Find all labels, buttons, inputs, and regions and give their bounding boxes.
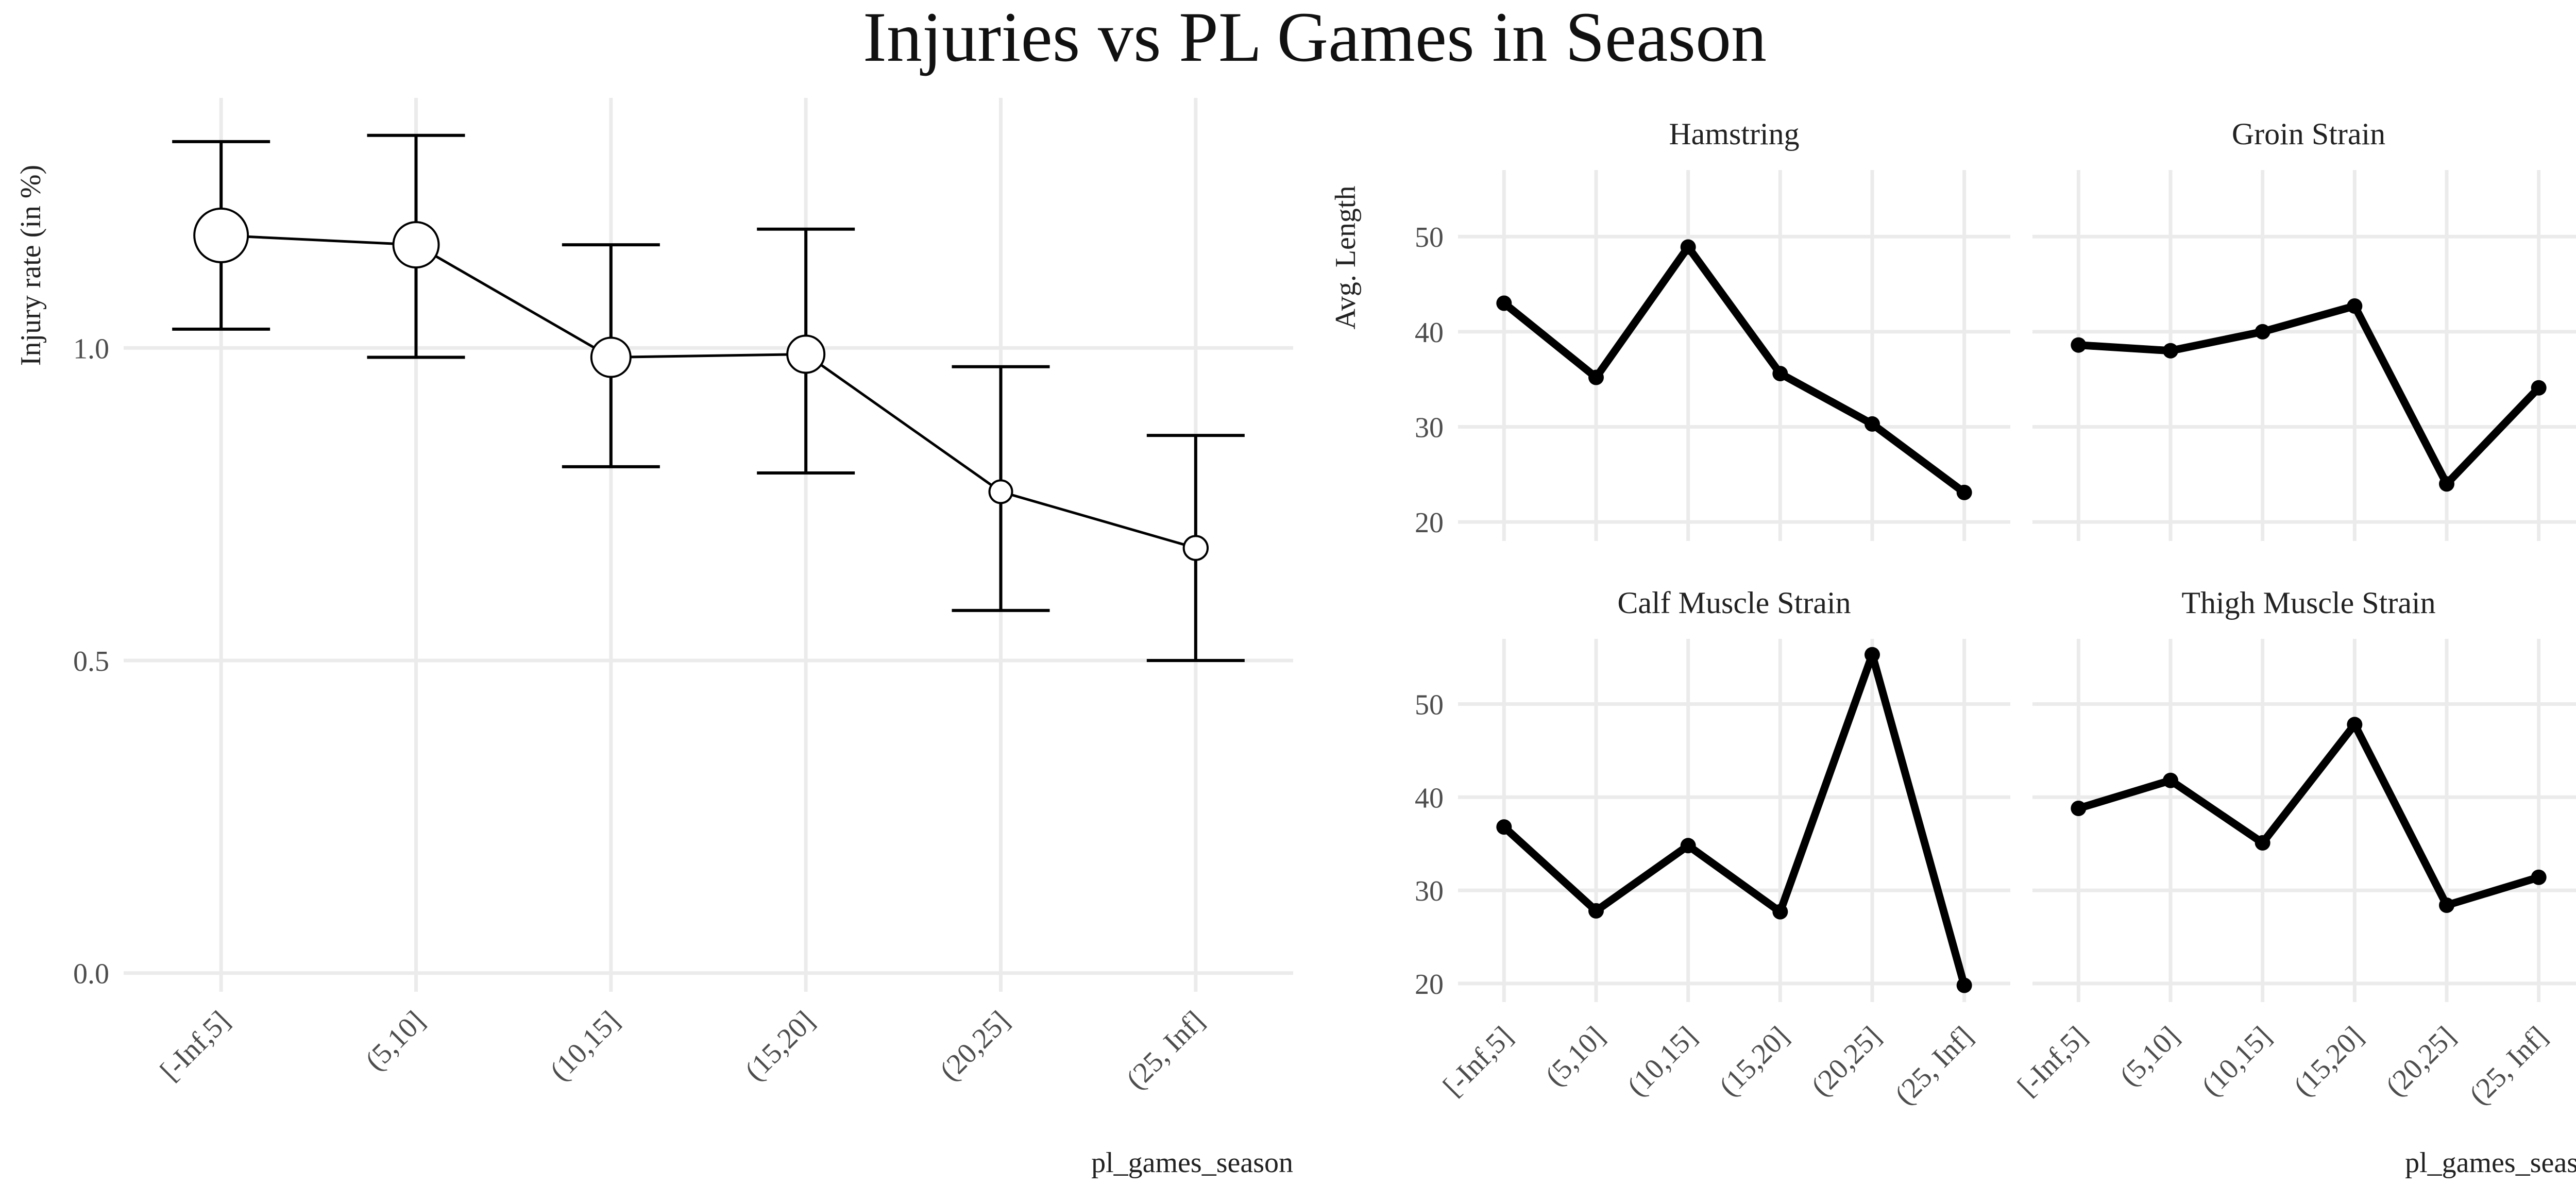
y-tick-label: 50 — [1415, 222, 1444, 253]
y-tick-label: 0.5 — [73, 646, 109, 678]
x-tick-label: (20,25] — [934, 1005, 1015, 1087]
avg-length-point — [1865, 647, 1880, 663]
avg-length-point — [1588, 369, 1604, 385]
x-tick-label: [-Inf,5] — [154, 1005, 236, 1087]
avg-length-point — [1956, 977, 1972, 993]
y-tick-label: 50 — [1415, 689, 1444, 721]
injury-rate-point — [392, 221, 440, 269]
avg-length-point — [2071, 801, 2087, 816]
avg-length-line — [2074, 720, 2543, 909]
x-tick-label: (10,15] — [544, 1005, 626, 1087]
y-tick-label: 40 — [1415, 782, 1444, 814]
avg-length-point — [2163, 343, 2178, 359]
facet-panel: Calf Muscle Strain 20 30 40 50 [-Inf,5] (5,10]… — [1415, 586, 2010, 1111]
facet-panel: Groin Strain — [2032, 117, 2576, 541]
x-tick-label: (15,20] — [2287, 1020, 2369, 1102]
avg-length-facets: Hamstring 20 30 40 50 Groin Strain Calf Muscle… — [1330, 117, 2576, 1179]
avg-length-point — [2347, 717, 2363, 733]
injury-rate-point — [988, 479, 1013, 504]
x-tick-label: (15,20] — [739, 1005, 821, 1087]
avg-length-point — [2439, 476, 2454, 492]
x-tick-label: (25, Inf] — [1120, 1005, 1211, 1095]
avg-length-point — [1956, 484, 1972, 500]
x-tick-label: [-Inf,5] — [2011, 1020, 2093, 1102]
y-tick-label: 20 — [1415, 507, 1444, 539]
avg-length-point — [2255, 324, 2270, 340]
y-axis-title: Injury rate (in %) — [15, 165, 47, 366]
injury-rate-point — [193, 207, 249, 263]
injury-rate-line — [221, 234, 1196, 549]
avg-length-line — [1500, 651, 1969, 989]
avg-length-point — [2531, 869, 2547, 885]
facet-panel: Hamstring 20 30 40 50 — [1415, 117, 2010, 541]
x-tick-label: (5,10] — [359, 1005, 431, 1077]
avg-length-point — [1588, 903, 1604, 919]
x-tick-label: [-Inf,5] — [1437, 1020, 1519, 1102]
facet-title: Calf Muscle Strain — [1617, 586, 1851, 620]
avg-length-point — [2439, 898, 2454, 913]
facet-title: Groin Strain — [2232, 117, 2385, 151]
x-tick-label: (20,25] — [2380, 1020, 2462, 1102]
avg-length-line — [1500, 243, 1969, 497]
facet-panel: Thigh Muscle Strain [-Inf,5] (5,10] (10,15]… — [2011, 586, 2576, 1111]
y-tick-label: 20 — [1415, 969, 1444, 1001]
x-axis-title: pl_games_season — [2405, 1147, 2576, 1179]
avg-length-point — [2347, 298, 2363, 314]
injury-rate-panel: 0.0 0.5 1.0 [-Inf,5] (5,10] (10,15] (15,20] (20… — [15, 98, 1293, 1179]
injury-rate-point — [590, 336, 632, 378]
avg-length-point — [2531, 380, 2547, 396]
avg-length-point — [1496, 295, 1512, 311]
x-tick-label: (20,25] — [1805, 1020, 1887, 1102]
x-tick-label: (5,10] — [1539, 1020, 1612, 1092]
injury-rate-point — [1182, 535, 1209, 561]
avg-length-point — [2255, 835, 2270, 851]
y-tick-label: 1.0 — [73, 333, 109, 365]
avg-length-point — [1772, 904, 1788, 920]
avg-length-point — [2071, 337, 2087, 353]
figure-title: Injuries vs PL Games in Season — [863, 0, 1767, 76]
x-tick-label: (25, Inf] — [1889, 1020, 1979, 1111]
avg-length-point — [1680, 239, 1696, 255]
y-tick-label: 30 — [1415, 412, 1444, 444]
avg-length-point — [1680, 838, 1696, 854]
y-axis-title: Avg. Length — [1330, 186, 1362, 330]
avg-length-line — [2074, 302, 2543, 488]
facet-title: Hamstring — [1669, 117, 1799, 151]
avg-length-point — [1772, 366, 1788, 382]
avg-length-point — [2163, 772, 2178, 788]
y-tick-label: 30 — [1415, 875, 1444, 907]
facet-title: Thigh Muscle Strain — [2181, 586, 2435, 620]
avg-length-point — [1865, 416, 1880, 432]
y-tick-label: 40 — [1415, 317, 1444, 349]
x-axis-title: pl_games_season — [1091, 1147, 1293, 1179]
x-tick-label: (10,15] — [1621, 1020, 1703, 1102]
x-tick-label: (10,15] — [2196, 1020, 2278, 1102]
x-tick-label: (5,10] — [2114, 1020, 2186, 1092]
x-tick-label: (15,20] — [1713, 1020, 1795, 1102]
x-tick-label: (25, Inf] — [2463, 1020, 2554, 1111]
injury-rate-point — [786, 334, 826, 374]
avg-length-point — [1496, 819, 1512, 835]
y-tick-label: 0.0 — [73, 958, 109, 990]
